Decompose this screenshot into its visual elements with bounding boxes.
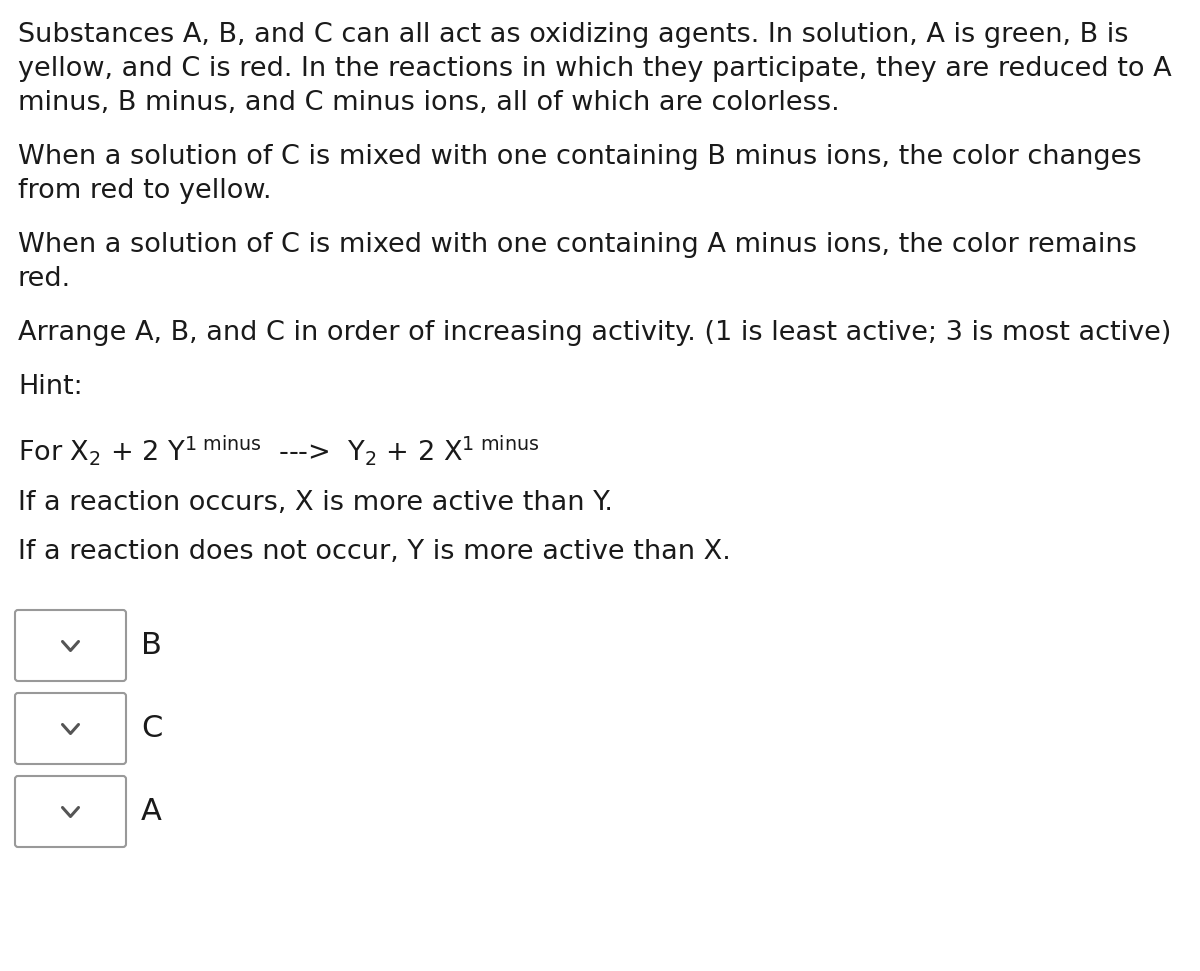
FancyBboxPatch shape [14,610,126,681]
Text: When a solution of C is mixed with one containing A minus ions, the color remain: When a solution of C is mixed with one c… [18,232,1136,258]
Text: B: B [142,631,162,660]
Text: Substances A, B, and C can all act as oxidizing agents. In solution, A is green,: Substances A, B, and C can all act as ox… [18,22,1128,48]
Text: For X$_2$ + 2 Y$^{\mathregular{1\ minus}}$  --->  Y$_2$ + 2 X$^{\mathregular{1\ : For X$_2$ + 2 Y$^{\mathregular{1\ minus}… [18,433,539,468]
Text: minus, B minus, and C minus ions, all of which are colorless.: minus, B minus, and C minus ions, all of… [18,90,840,116]
Text: When a solution of C is mixed with one containing B minus ions, the color change: When a solution of C is mixed with one c… [18,144,1141,170]
FancyBboxPatch shape [14,776,126,847]
Text: yellow, and C is red. In the reactions in which they participate, they are reduc: yellow, and C is red. In the reactions i… [18,56,1171,82]
Text: red.: red. [18,266,71,292]
Text: C: C [142,714,162,743]
Text: Hint:: Hint: [18,374,83,400]
Text: If a reaction does not occur, Y is more active than X.: If a reaction does not occur, Y is more … [18,539,731,565]
Text: A: A [142,797,162,826]
FancyBboxPatch shape [14,693,126,764]
Text: from red to yellow.: from red to yellow. [18,178,271,204]
Text: If a reaction occurs, X is more active than Y.: If a reaction occurs, X is more active t… [18,490,613,516]
Text: Arrange A, B, and C in order of increasing activity. (1 is least active; 3 is mo: Arrange A, B, and C in order of increasi… [18,320,1171,346]
